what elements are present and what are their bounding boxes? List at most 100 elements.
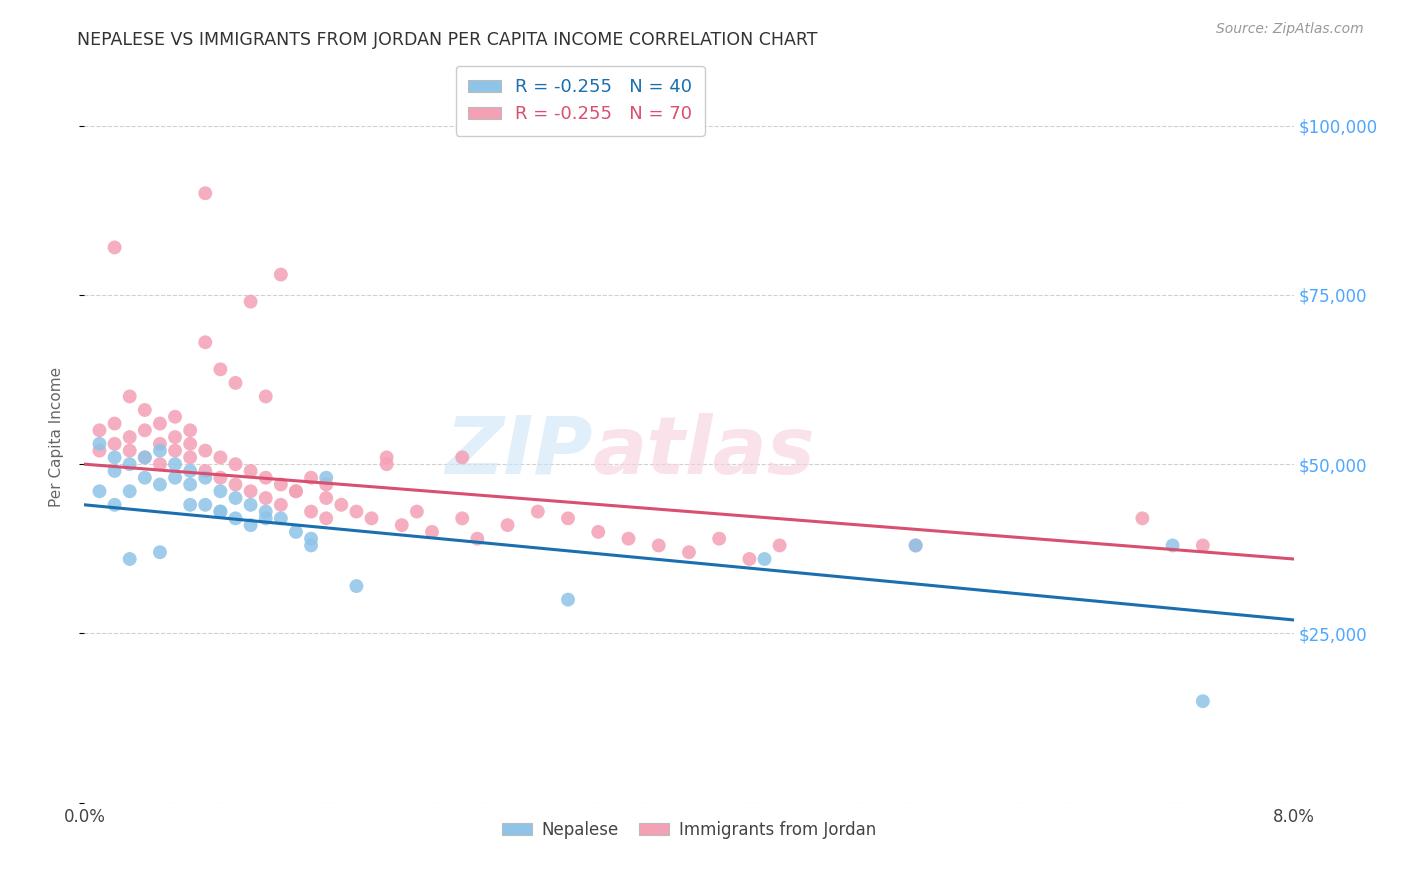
Point xyxy=(754,552,776,566)
Point xyxy=(254,511,277,525)
Point xyxy=(769,538,792,552)
Point xyxy=(285,524,308,539)
Point xyxy=(134,471,156,485)
Point xyxy=(134,403,156,417)
Point xyxy=(194,471,217,485)
Point xyxy=(104,464,127,478)
Point xyxy=(194,443,217,458)
Point xyxy=(420,524,443,539)
Point xyxy=(239,464,262,478)
Point xyxy=(239,498,262,512)
Point xyxy=(194,464,217,478)
Point xyxy=(1192,538,1215,552)
Point xyxy=(134,450,156,465)
Point xyxy=(709,532,731,546)
Point xyxy=(149,545,172,559)
Point xyxy=(104,417,127,431)
Point xyxy=(254,471,277,485)
Point xyxy=(299,538,322,552)
Point xyxy=(209,450,232,465)
Point xyxy=(194,186,217,201)
Y-axis label: Per Capita Income: Per Capita Income xyxy=(49,367,63,508)
Point xyxy=(239,484,262,499)
Legend: Nepalese, Immigrants from Jordan: Nepalese, Immigrants from Jordan xyxy=(495,814,883,846)
Point xyxy=(299,505,322,519)
Point xyxy=(225,376,247,390)
Point xyxy=(315,477,337,491)
Point xyxy=(104,437,127,451)
Point xyxy=(360,511,382,525)
Point xyxy=(209,484,232,499)
Point xyxy=(225,477,247,491)
Point xyxy=(239,294,262,309)
Point xyxy=(225,457,247,471)
Point xyxy=(270,511,292,525)
Point xyxy=(254,505,277,519)
Point xyxy=(451,511,474,525)
Point xyxy=(451,450,474,465)
Point xyxy=(165,409,187,424)
Point xyxy=(165,430,187,444)
Point xyxy=(209,471,232,485)
Point xyxy=(557,592,579,607)
Point xyxy=(118,389,141,403)
Point xyxy=(134,450,156,465)
Point xyxy=(179,437,201,451)
Point xyxy=(738,552,761,566)
Point xyxy=(239,518,262,533)
Point xyxy=(104,498,127,512)
Point xyxy=(149,437,172,451)
Point xyxy=(194,498,217,512)
Point xyxy=(315,511,337,525)
Point xyxy=(89,423,111,437)
Point xyxy=(194,335,217,350)
Point xyxy=(179,464,201,478)
Point xyxy=(904,538,927,552)
Point xyxy=(225,491,247,505)
Point xyxy=(270,498,292,512)
Text: ZIP: ZIP xyxy=(444,413,592,491)
Point xyxy=(134,423,156,437)
Point xyxy=(209,505,232,519)
Point xyxy=(254,491,277,505)
Point xyxy=(118,430,141,444)
Point xyxy=(678,545,700,559)
Point xyxy=(346,579,368,593)
Point xyxy=(89,443,111,458)
Point xyxy=(165,457,187,471)
Point xyxy=(299,471,322,485)
Point xyxy=(315,471,337,485)
Point xyxy=(1192,694,1215,708)
Point xyxy=(557,511,579,525)
Point xyxy=(527,505,550,519)
Point xyxy=(149,477,172,491)
Point xyxy=(179,477,201,491)
Point xyxy=(149,417,172,431)
Point xyxy=(118,443,141,458)
Point xyxy=(904,538,927,552)
Point xyxy=(285,484,308,499)
Text: Source: ZipAtlas.com: Source: ZipAtlas.com xyxy=(1216,22,1364,37)
Point xyxy=(149,457,172,471)
Point xyxy=(118,457,141,471)
Point xyxy=(179,423,201,437)
Point xyxy=(209,362,232,376)
Point xyxy=(179,498,201,512)
Point xyxy=(149,443,172,458)
Point xyxy=(104,240,127,254)
Point xyxy=(330,498,353,512)
Point xyxy=(89,437,111,451)
Point xyxy=(270,268,292,282)
Point xyxy=(467,532,489,546)
Point xyxy=(1161,538,1184,552)
Point xyxy=(254,389,277,403)
Point xyxy=(270,477,292,491)
Point xyxy=(225,511,247,525)
Point xyxy=(165,471,187,485)
Point xyxy=(89,484,111,499)
Point xyxy=(375,450,398,465)
Point xyxy=(375,457,398,471)
Point xyxy=(285,484,308,499)
Point xyxy=(346,505,368,519)
Point xyxy=(299,532,322,546)
